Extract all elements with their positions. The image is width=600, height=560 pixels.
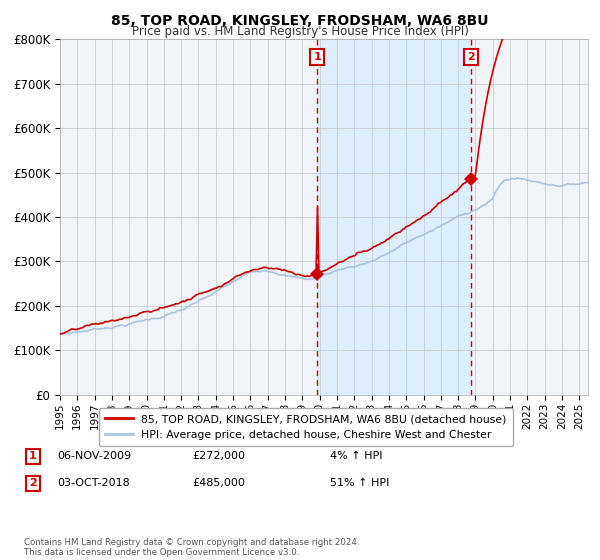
Text: 85, TOP ROAD, KINGSLEY, FRODSHAM, WA6 8BU: 85, TOP ROAD, KINGSLEY, FRODSHAM, WA6 8B… [111,14,489,28]
Text: 2: 2 [29,478,37,488]
Text: £485,000: £485,000 [192,478,245,488]
Text: 1: 1 [29,451,37,461]
Text: £272,000: £272,000 [192,451,245,461]
Text: Contains HM Land Registry data © Crown copyright and database right 2024.
This d: Contains HM Land Registry data © Crown c… [24,538,359,557]
Text: 51% ↑ HPI: 51% ↑ HPI [330,478,389,488]
Text: 06-NOV-2009: 06-NOV-2009 [57,451,131,461]
Text: 03-OCT-2018: 03-OCT-2018 [57,478,130,488]
Text: 1: 1 [313,52,321,62]
Legend: 85, TOP ROAD, KINGSLEY, FRODSHAM, WA6 8BU (detached house), HPI: Average price, : 85, TOP ROAD, KINGSLEY, FRODSHAM, WA6 8B… [99,408,513,446]
Bar [317,39,471,395]
Text: 2: 2 [467,52,475,62]
Text: Price paid vs. HM Land Registry's House Price Index (HPI): Price paid vs. HM Land Registry's House … [131,25,469,38]
Text: 4% ↑ HPI: 4% ↑ HPI [330,451,383,461]
